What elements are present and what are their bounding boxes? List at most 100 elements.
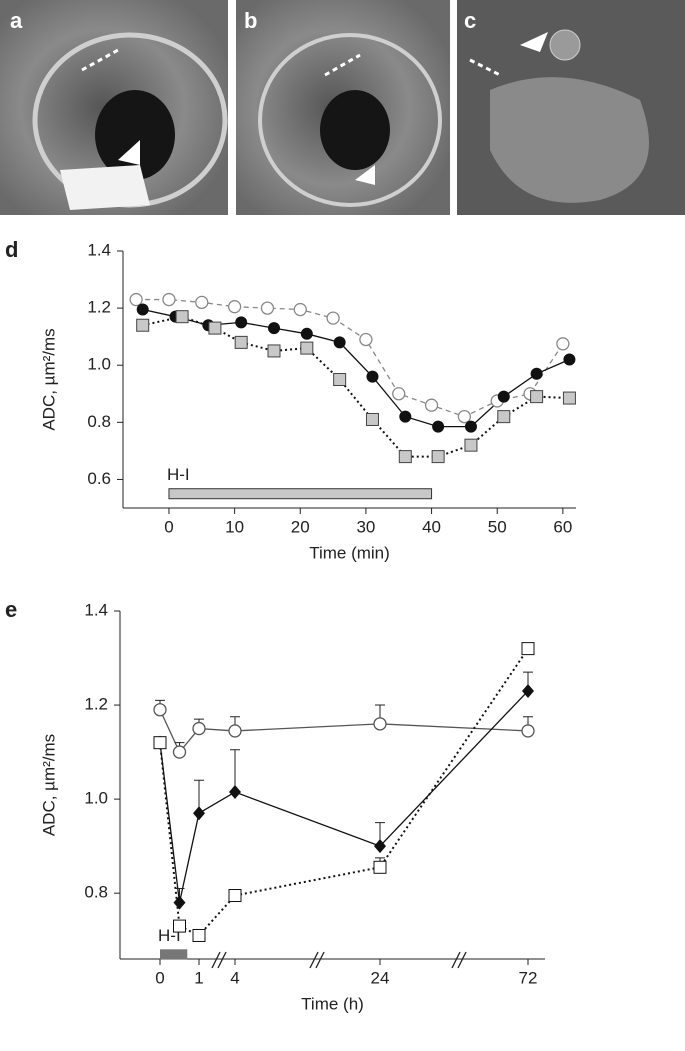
marker <box>260 301 275 315</box>
marker <box>333 336 346 349</box>
x-tick-label: 4 <box>230 968 239 987</box>
y-axis-label: ADC, µm²/ms <box>39 328 58 430</box>
image-b <box>236 0 450 215</box>
marker <box>173 895 186 910</box>
image-a <box>0 0 228 215</box>
marker <box>136 303 149 316</box>
series-line <box>159 690 529 903</box>
marker <box>173 919 186 933</box>
marker <box>293 302 307 317</box>
marker <box>365 412 379 426</box>
x-tick-label: 20 <box>291 517 310 536</box>
chart-letter: d <box>5 237 18 262</box>
marker <box>228 724 242 738</box>
marker <box>398 450 412 464</box>
marker <box>556 337 570 351</box>
x-tick-label: 72 <box>519 968 538 987</box>
marker <box>373 717 387 731</box>
marker <box>424 398 439 412</box>
x-tick-label: 24 <box>371 968 390 987</box>
series-line <box>142 315 570 458</box>
marker <box>457 409 472 424</box>
x-tick-label: 1 <box>194 968 203 987</box>
panel-label: a <box>10 8 23 33</box>
marker <box>392 387 406 401</box>
marker <box>195 295 209 310</box>
marker <box>399 410 412 423</box>
y-axis-label: ADC, µm²/ms <box>39 734 58 836</box>
treatment-bar <box>160 949 188 960</box>
series-line <box>159 648 529 937</box>
chart: 0.6 0.8 1.0 1.2 1.4 0 10 20 30 40 50 60 Time (min) AD… <box>5 237 576 562</box>
marker <box>153 703 167 717</box>
marker <box>432 420 445 433</box>
x-axis-label: Time (min) <box>309 543 390 562</box>
chart-letter: e <box>5 597 17 622</box>
marker <box>562 391 576 405</box>
marker <box>563 353 576 366</box>
marker <box>530 390 544 404</box>
x-tick-label: 50 <box>488 517 507 536</box>
marker <box>326 311 340 325</box>
image-c <box>457 0 685 215</box>
marker <box>522 683 534 698</box>
y-tick-label: 1.0 <box>84 789 108 808</box>
error-bar <box>230 749 240 793</box>
marker <box>175 310 189 324</box>
marker <box>153 736 167 750</box>
marker <box>359 332 373 347</box>
marker <box>530 367 543 380</box>
y-tick-label: 0.8 <box>84 883 108 902</box>
marker <box>234 335 248 349</box>
y-tick-label: 1.4 <box>84 600 108 619</box>
x-tick-label: 30 <box>356 517 375 536</box>
x-tick-label: 10 <box>225 517 244 536</box>
marker <box>497 410 511 424</box>
marker <box>227 300 242 314</box>
marker <box>521 724 535 738</box>
marker <box>172 745 187 759</box>
marker <box>229 785 241 800</box>
marker <box>464 438 478 452</box>
marker <box>129 292 143 307</box>
marker <box>464 420 477 433</box>
marker <box>228 889 242 903</box>
x-tick-label: 60 <box>553 517 572 536</box>
y-tick-label: 1.0 <box>87 355 111 374</box>
marker <box>193 806 205 821</box>
marker <box>192 928 206 942</box>
treatment-bar <box>168 488 433 500</box>
marker <box>300 327 313 340</box>
marker <box>136 318 150 332</box>
marker <box>374 839 386 854</box>
marker <box>162 292 176 307</box>
marker <box>267 344 281 358</box>
y-tick-label: 1.4 <box>87 240 111 259</box>
panel-label: b <box>244 8 257 33</box>
marker <box>373 860 387 874</box>
treatment-label: H-I <box>167 465 190 484</box>
panel-label: c <box>464 8 476 33</box>
marker <box>192 721 206 736</box>
marker <box>268 322 280 335</box>
marker <box>333 373 347 386</box>
x-axis-label: Time (h) <box>301 994 364 1013</box>
y-tick-label: 1.2 <box>87 298 111 317</box>
x-tick-label: 40 <box>422 517 441 536</box>
marker <box>521 642 535 656</box>
y-tick-label: 1.2 <box>84 695 108 714</box>
marker <box>431 450 445 464</box>
marker <box>497 390 510 403</box>
axis-breaks <box>211 951 467 969</box>
y-tick-label: 0.8 <box>87 412 111 431</box>
marker <box>300 341 314 355</box>
y-tick-label: 0.6 <box>87 469 111 488</box>
marker <box>366 370 379 383</box>
marker <box>235 316 248 329</box>
x-tick-label: 0 <box>155 968 164 987</box>
x-tick-label: 0 <box>164 517 173 536</box>
marker <box>208 321 222 335</box>
series-line <box>159 709 529 754</box>
